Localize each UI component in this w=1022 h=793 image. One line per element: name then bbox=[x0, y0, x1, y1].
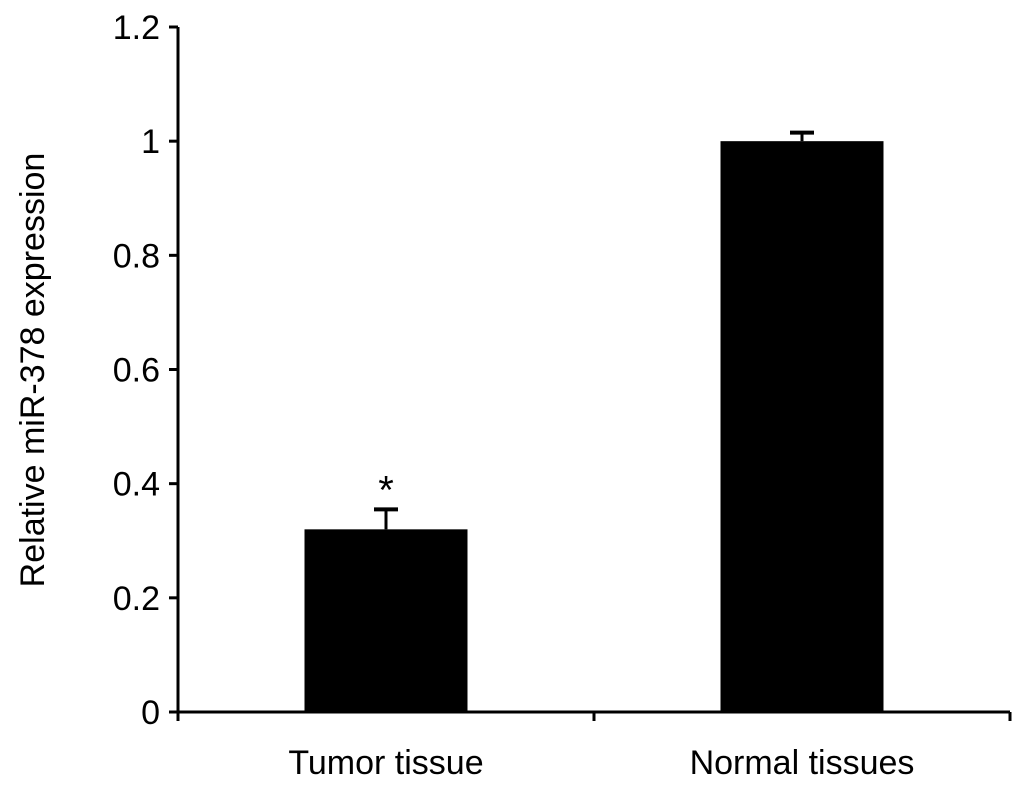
bar bbox=[304, 529, 468, 712]
y-tick-label: 0.6 bbox=[113, 352, 160, 390]
bars bbox=[304, 130, 884, 712]
y-tick-label: 1 bbox=[141, 123, 160, 161]
x-axis bbox=[176, 710, 1012, 721]
y-tick-label: 0.2 bbox=[113, 580, 160, 618]
y-tick-label: 0 bbox=[141, 694, 160, 732]
y-tick-label: 0.4 bbox=[113, 466, 160, 504]
labels: Tumor tissue * Normal tissues bbox=[288, 468, 914, 782]
bar bbox=[720, 141, 884, 712]
y-tick-label: 0.8 bbox=[113, 237, 160, 275]
y-axis: 0 0.2 0.4 0.6 0.8 1 1.2 bbox=[113, 9, 180, 732]
x-category-label: Tumor tissue bbox=[288, 744, 483, 782]
y-tick-label: 1.2 bbox=[113, 9, 160, 47]
y-axis-title: Relative miR-378 expression bbox=[14, 153, 52, 588]
significance-marker: * bbox=[378, 468, 394, 512]
x-category-label: Normal tissues bbox=[690, 744, 915, 782]
